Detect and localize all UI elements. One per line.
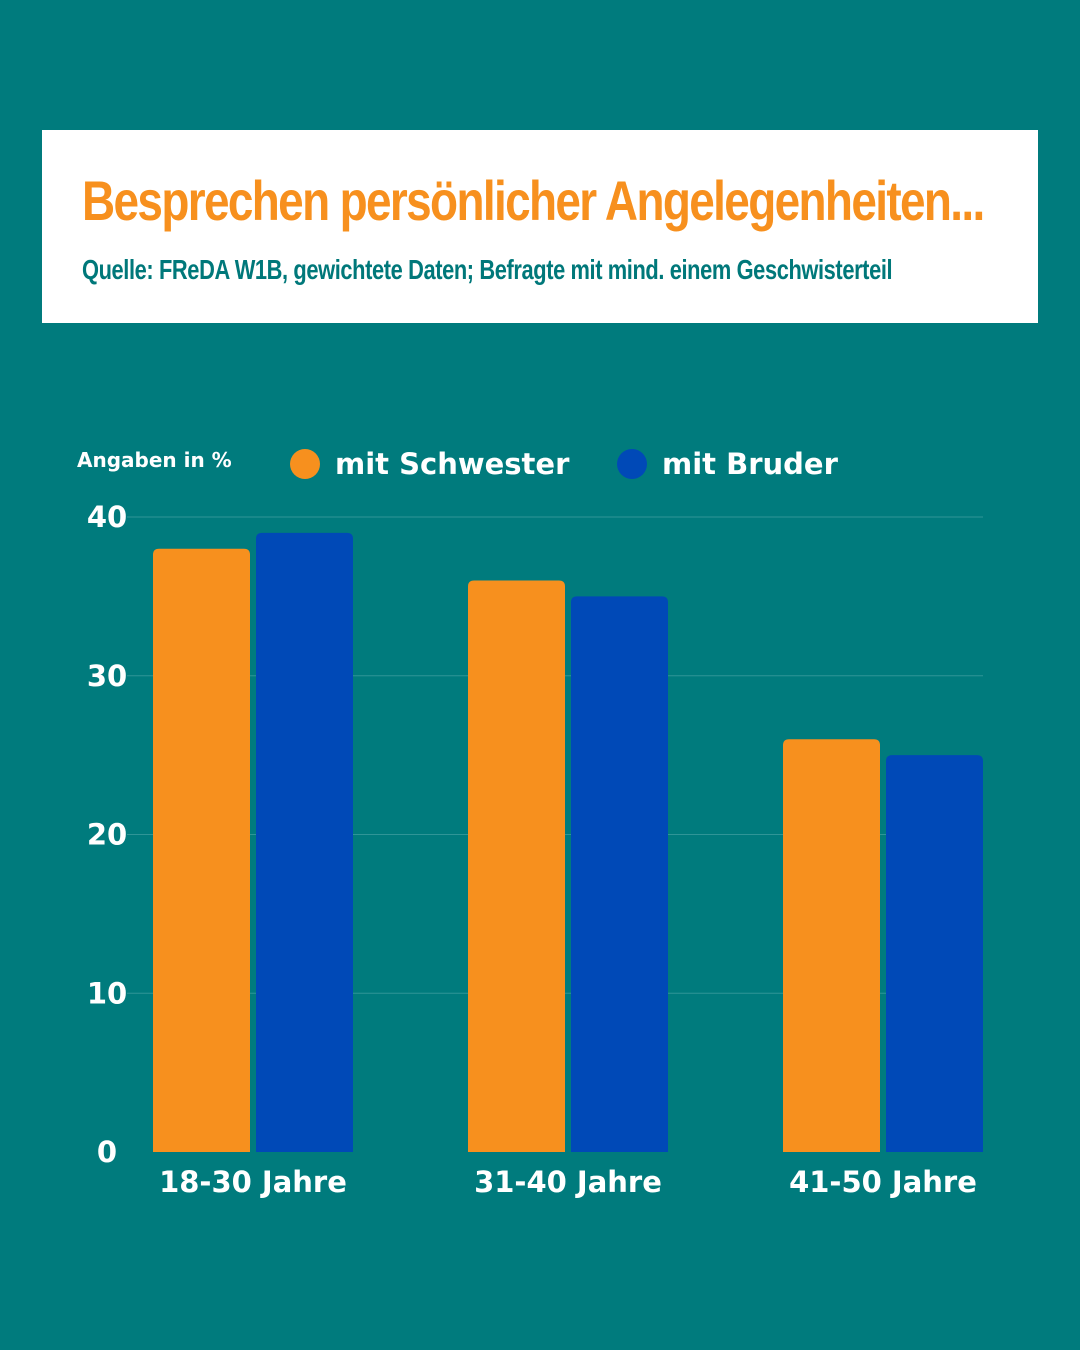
y-tick-label: 40 [87,500,127,534]
chart-subtitle: Quelle: FReDA W1B, gewichtete Daten; Bef… [82,254,893,285]
y-tick-label: 0 [97,1135,117,1169]
legend-swatch-bruder [617,449,647,479]
legend-label-bruder: mit Bruder [662,447,838,481]
legend-item-schwester: mit Schwester [290,442,569,486]
bar [468,580,565,1152]
title-box: Besprechen persönlicher Angelegenheiten.… [42,130,1038,323]
bar [783,739,880,1152]
y-tick-label: 10 [87,976,127,1010]
bar [571,596,668,1152]
x-tick-label: 31-40 Jahre [474,1165,662,1199]
x-tick-label: 18-30 Jahre [159,1165,347,1199]
x-tick-label: 41-50 Jahre [789,1165,977,1199]
y-tick-label: 20 [87,818,127,852]
unit-label: Angaben in % [77,448,232,472]
y-tick-label: 30 [87,659,127,693]
chart-title: Besprechen persönlicher Angelegenheiten.… [82,169,985,232]
legend-item-bruder: mit Bruder [617,442,838,486]
legend-label-schwester: mit Schwester [335,447,570,481]
bar [886,755,983,1152]
legend-swatch-schwester [290,449,320,479]
bar [256,532,353,1152]
bar [153,548,250,1152]
